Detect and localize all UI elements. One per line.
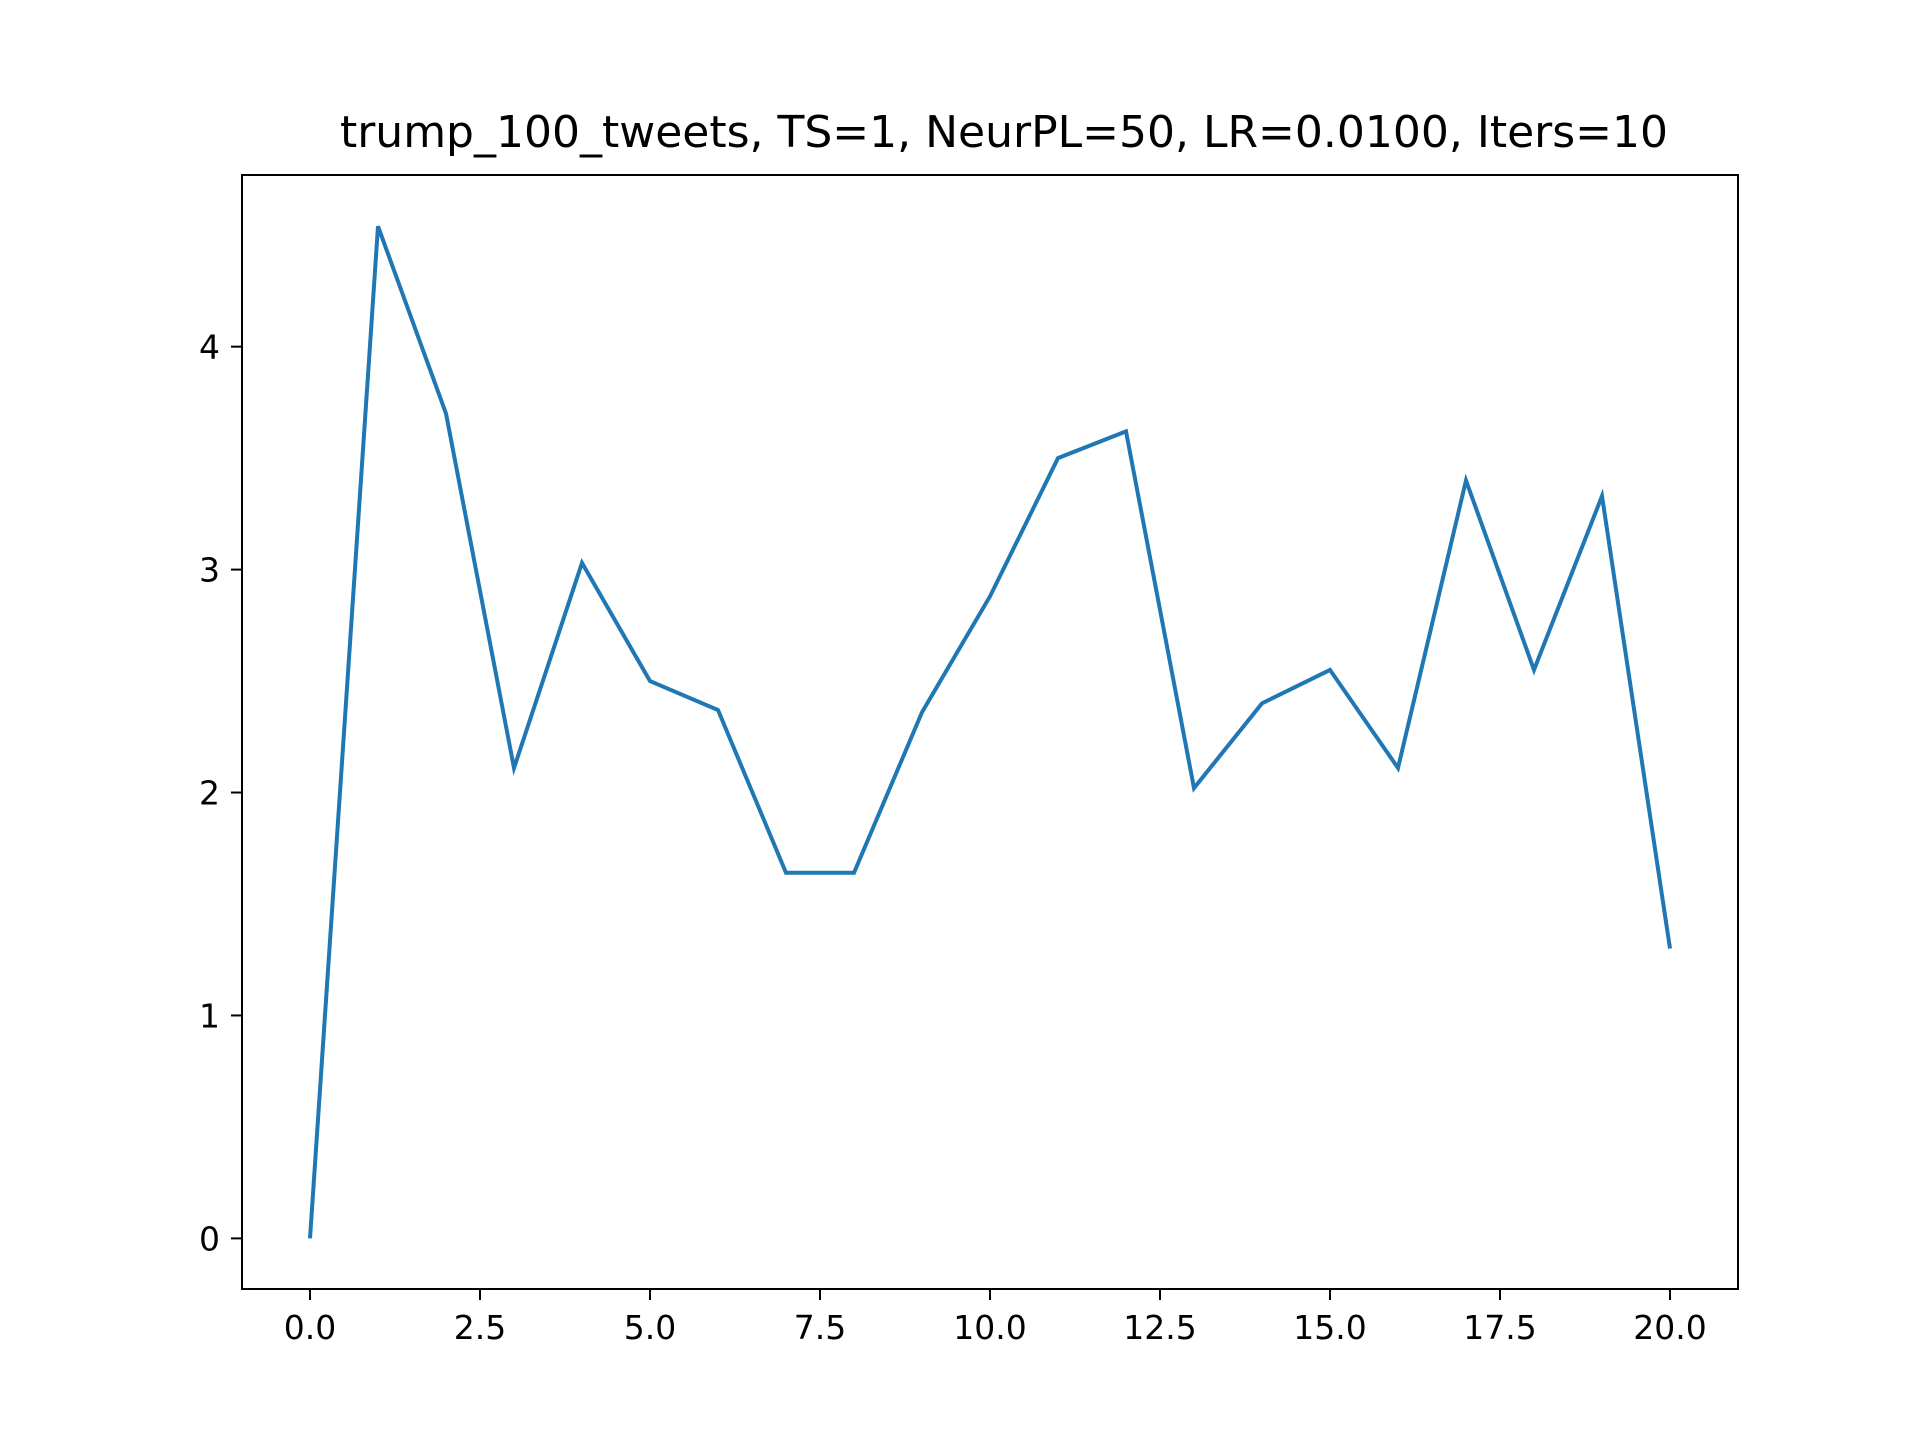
x-tick-label-5: 12.5 [1123,1308,1196,1347]
x-tick-label-4: 10.0 [953,1308,1026,1347]
x-tick-label-7: 17.5 [1463,1308,1536,1347]
y-tick-label-3: 3 [199,551,220,590]
y-tick-label-2: 2 [199,774,220,813]
x-tick-label-8: 20.0 [1633,1308,1706,1347]
plot-area [308,225,1672,1239]
y-tick-label-1: 1 [199,996,220,1035]
x-tick-label-1: 2.5 [454,1308,506,1347]
x-axis: 0.0 2.5 5.0 7.5 10.0 12.5 15.0 17.5 20.0 [284,1289,1707,1347]
chart-title: trump_100_tweets, TS=1, NeurPL=50, LR=0.… [340,107,1668,158]
x-tick-label-3: 7.5 [794,1308,846,1347]
series-line-0 [308,225,1672,1239]
y-tick-label-4: 4 [199,328,220,367]
x-tick-label-0: 0.0 [284,1308,336,1347]
y-axis: 0 1 2 3 4 [199,328,242,1258]
x-tick-label-2: 5.0 [624,1308,676,1347]
plot-frame [241,174,1739,1290]
y-tick-label-0: 0 [199,1219,220,1258]
x-tick-label-6: 15.0 [1293,1308,1366,1347]
